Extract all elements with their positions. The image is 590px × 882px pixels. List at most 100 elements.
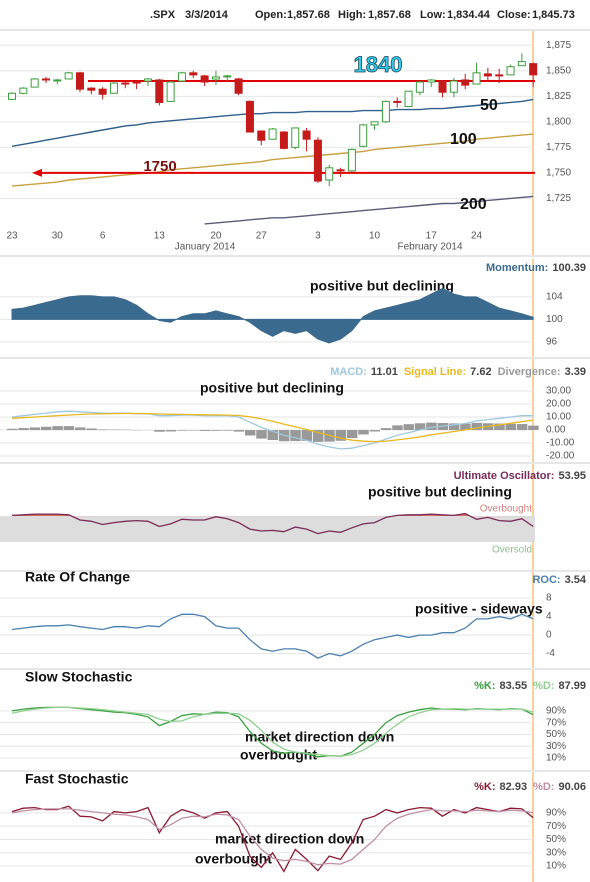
legend-value: 87.99 [558,680,586,692]
x-tick-label: 13 [154,231,166,242]
histogram-bar [290,430,301,442]
candle-body [87,87,96,91]
histogram-bar [74,427,86,431]
y-tick-label: 10% [546,861,566,872]
y-tick-label: 30.00 [546,386,571,397]
histogram-bar [222,430,233,431]
y-tick-label: -10.00 [546,438,575,449]
symbol: .SPX [150,9,176,21]
y-tick-label: 20.00 [546,399,571,410]
indicator-line [11,613,534,659]
candle-body [517,61,526,67]
annotation: overbought [240,747,317,763]
candle-body [30,78,39,88]
candle-body [8,92,16,100]
histogram-bar [52,426,63,431]
moving-average-line [11,98,534,147]
legend-value: 3.39 [565,366,586,378]
candle-body [234,78,243,94]
y-tick-label: 4 [546,611,552,622]
histogram-bar [165,430,177,432]
field-label: High: [338,9,366,21]
histogram-bar [312,430,324,442]
histogram-bar [210,430,222,431]
candle-body [438,80,447,93]
candle-body [325,167,334,181]
x-tick-label: 10 [369,231,381,242]
y-tick-label: 1,725 [546,193,571,204]
field-value: 1,834.44 [447,9,491,21]
histogram-bar [426,422,437,431]
candle-body [495,74,504,77]
y-tick-label: -20.00 [546,451,575,462]
annotation: market direction down [215,831,364,847]
y-tick-label: 50% [546,834,566,845]
y-tick-label: 1,800 [546,116,571,127]
candle-body [211,76,220,80]
histogram-bar [471,422,483,431]
histogram-bar [494,423,505,431]
candle-body [245,100,254,133]
y-tick-label: 100 [546,314,563,325]
indicator-line [11,512,534,535]
legend: MACD: 11.01 Signal Line: 7.62 Divergence: 3.3… [330,366,586,378]
oversold-label: Oversold [492,545,532,556]
indicator-line [11,805,534,873]
moving-average-label: 200 [460,196,487,213]
panel-title: Slow Stochastic [25,669,133,685]
indicator-line [11,706,534,757]
legend: %K: 83.55 %D: 87.99 [474,680,586,692]
candle-body [370,121,379,126]
legend-name: Signal Line: [404,366,466,378]
candle-body [64,72,73,80]
field-label: Close: [497,9,531,21]
histogram-bar [267,430,279,441]
candle-body [121,82,130,85]
candle-body [313,139,322,182]
x-tick-label: 24 [471,231,483,242]
candle-body [41,78,50,81]
y-tick-label: 90% [546,808,566,819]
x-tick-label: 3 [315,231,321,242]
field-label: Open: [255,9,287,21]
candle-body [336,169,345,172]
legend-name: %D: [533,680,554,692]
month-label: February 2014 [397,242,462,253]
legend-name: Divergence: [498,366,561,378]
legend-value: 90.06 [558,781,586,793]
x-tick-label: 27 [256,231,268,242]
moving-average-label: 100 [450,131,477,148]
candle-body [200,75,209,83]
candle-body [177,72,186,82]
y-tick-label: 1,850 [546,65,571,76]
candle-body [279,131,288,149]
legend: %K: 82.93 %D: 90.06 [474,781,586,793]
candle-body [19,87,28,94]
legend-value: 11.01 [371,366,398,378]
histogram-bar [154,430,165,432]
histogram-bar [448,423,460,431]
y-tick-label: 1,750 [546,168,571,179]
y-tick-label: 0.00 [546,425,566,436]
candle-body [143,78,152,82]
candle-body [415,81,424,93]
histogram-bar [63,426,75,431]
legend-name: Momentum: [486,262,548,274]
histogram-bar [256,430,267,439]
histogram-bar [40,426,52,431]
histogram-bar [505,423,517,431]
field-value: 1,845.73 [532,9,575,21]
y-tick-label: 70% [546,821,566,832]
histogram-bar [176,430,188,431]
histogram-bar [18,428,29,431]
histogram-bar [7,428,18,431]
candle-body [98,88,107,95]
candle-body [461,79,470,86]
candle-body [472,72,481,85]
x-tick-label: 23 [6,231,18,242]
annotation: market direction down [245,729,394,745]
legend: ROC: 3.54 [532,574,586,586]
legend-name: ROC: [532,574,560,586]
candle-body [404,90,413,108]
histogram-bar [29,427,41,431]
